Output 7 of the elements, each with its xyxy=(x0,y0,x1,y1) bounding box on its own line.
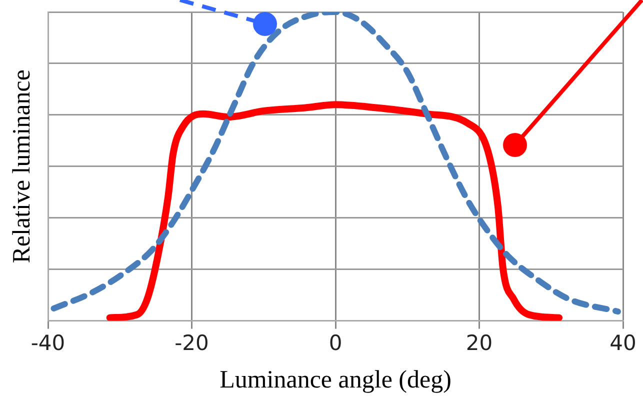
x-tick-label: -20 xyxy=(174,330,209,355)
x-tick-label: -40 xyxy=(30,330,66,355)
x-tick-label: 0 xyxy=(328,330,342,355)
y-axis-title: Relative luminance xyxy=(8,70,36,264)
x-tick-label: 20 xyxy=(466,330,493,355)
x-axis-title: Luminance angle (deg) xyxy=(220,366,452,394)
x-tick-label: 40 xyxy=(610,330,636,355)
